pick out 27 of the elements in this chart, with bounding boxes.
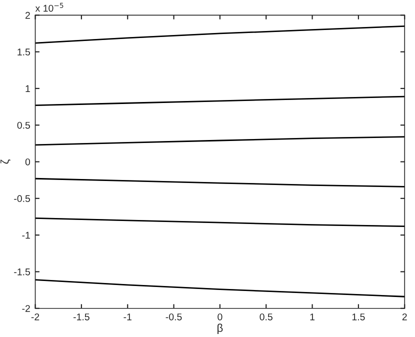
x-tick-label: 1.5 xyxy=(352,314,365,320)
y-tick-label: 0 xyxy=(25,158,30,166)
line-series xyxy=(35,218,405,227)
y-tick-label: -1.5 xyxy=(14,268,30,276)
x-tick-label: 2 xyxy=(402,313,407,320)
y-axis-title: ζ xyxy=(0,160,10,164)
y-tick-label: 2 xyxy=(25,12,30,19)
line-series xyxy=(35,25,405,44)
y-tick-label: -2 xyxy=(22,305,30,312)
y-tick-label: 1.5 xyxy=(18,48,30,56)
x-tick-label: 0 xyxy=(218,313,222,320)
x-tick-label: -1 xyxy=(124,314,132,320)
x-tick-label: 0.5 xyxy=(260,313,272,320)
x-tick-label: -0.5 xyxy=(166,313,182,320)
x-tick-label: -2 xyxy=(31,313,40,320)
line-series xyxy=(35,96,405,106)
x-axis-title: β xyxy=(218,324,223,334)
y-tick-label: 0.5 xyxy=(17,122,30,129)
line-series xyxy=(35,178,405,188)
line-series xyxy=(35,279,405,298)
x-tick-label: -1.5 xyxy=(74,314,90,320)
text: x 10$^{−5}$ xyxy=(35,2,64,12)
y-tick-label: 1 xyxy=(26,85,30,92)
x-tick-label: 1 xyxy=(310,314,315,320)
y-tick-label: -0.5 xyxy=(14,195,30,202)
line-series xyxy=(35,136,405,146)
y-tick-label: -1 xyxy=(22,232,30,239)
